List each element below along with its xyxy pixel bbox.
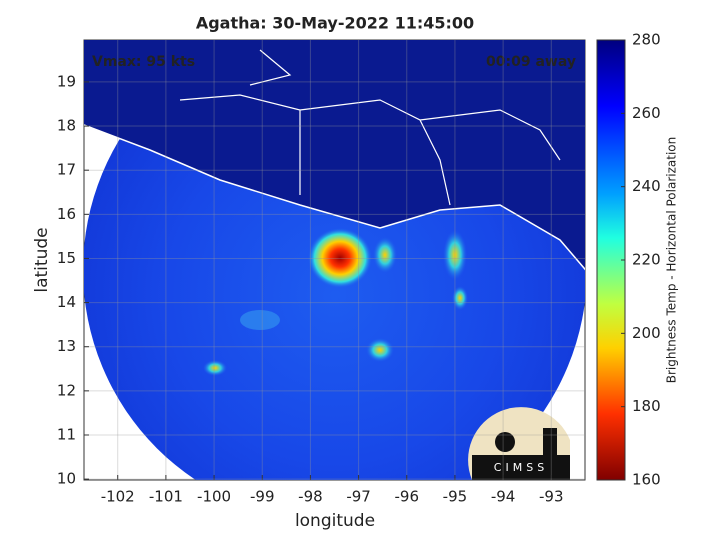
y-tick-label: 17	[57, 161, 76, 179]
x-tick-label: -102	[101, 488, 135, 506]
colorbar	[596, 39, 626, 481]
y-tick-label: 10	[57, 470, 76, 488]
x-tick-label: -95	[443, 488, 468, 506]
y-axis-label: latitude	[32, 227, 52, 292]
y-tick-label: 12	[57, 381, 76, 399]
colorbar-tick-label: 280	[632, 31, 661, 49]
y-tick-label: 18	[57, 117, 76, 135]
x-tick-label: -94	[491, 488, 516, 506]
logo-text: CIMSS	[494, 461, 548, 474]
x-tick-label: -101	[149, 488, 183, 506]
y-tick-label: 19	[57, 72, 76, 90]
x-tick-label: -96	[395, 488, 420, 506]
y-tick-label: 15	[57, 249, 76, 267]
colorbar-tick-label: 220	[632, 251, 661, 269]
colorbar-tick-label: 200	[632, 324, 661, 342]
x-tick-label: -100	[197, 488, 231, 506]
x-tick-label: -93	[539, 488, 564, 506]
cimss-logo	[468, 407, 570, 480]
y-tick-label: 16	[57, 205, 76, 223]
x-tick-label: -99	[250, 488, 275, 506]
satellite-image	[84, 40, 585, 480]
colorbar-tick-label: 240	[632, 177, 661, 195]
colorbar-label: Brightness Temp - Horizontal Polarizatio…	[665, 137, 679, 384]
colorbar-tick-label: 180	[632, 397, 661, 415]
x-tick-label: -98	[298, 488, 323, 506]
y-tick-label: 13	[57, 337, 76, 355]
y-tick-label: 11	[57, 425, 76, 443]
colorbar-tick-label: 260	[632, 104, 661, 122]
x-axis-label: longitude	[295, 511, 375, 531]
annotation: 00:09 away	[486, 54, 576, 70]
x-tick-label: -97	[346, 488, 371, 506]
annotation: Vmax: 95 kts	[92, 54, 195, 70]
chart-title: Agatha: 30-May-2022 11:45:00	[196, 14, 474, 33]
y-tick-label: 14	[57, 293, 76, 311]
colorbar-tick-label: 160	[632, 471, 661, 489]
